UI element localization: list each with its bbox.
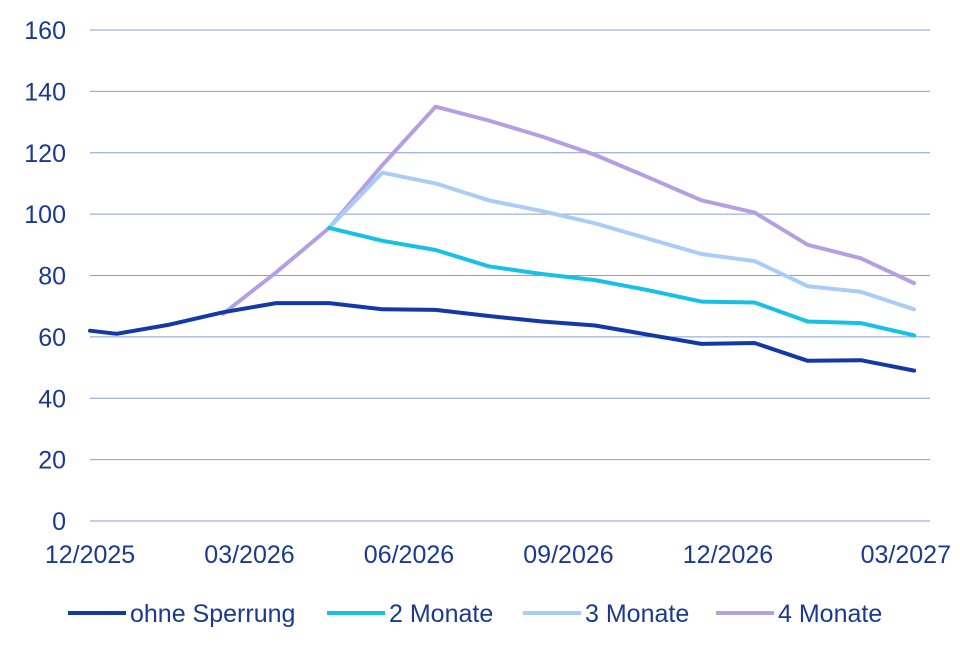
series-line-3-monate (327, 170, 917, 312)
series-line-2-monate (327, 225, 917, 338)
y-tick-label: 80 (38, 263, 66, 291)
series-lines (88, 104, 917, 373)
legend-label: 4 Monate (778, 600, 882, 628)
x-tick-label: 06/2026 (364, 541, 454, 569)
y-tick-label: 100 (24, 201, 66, 229)
y-tick-label: 20 (38, 447, 66, 475)
y-tick-label: 0 (52, 508, 66, 536)
y-tick-label: 120 (24, 140, 66, 168)
series-line-ohne-sperrung (88, 301, 917, 373)
x-tick-label: 12/2025 (45, 541, 135, 569)
x-tick-label: 03/2027 (861, 541, 951, 569)
x-axis-tick-labels: 12/2025 03/2026 06/2026 09/2026 12/2026 03/20… (45, 541, 951, 569)
x-tick-label: 12/2026 (683, 541, 773, 569)
y-tick-label: 60 (38, 324, 66, 352)
legend-label: ohne Sperrung (130, 600, 295, 628)
y-axis-tick-labels: 0 20 40 60 80 100 120 140 160 (24, 17, 66, 536)
grid-lines (90, 29, 930, 522)
legend-label: 2 Monate (389, 600, 493, 628)
x-tick-label: 03/2026 (204, 541, 294, 569)
legend: ohne Sperrung 2 Monate 3 Monate 4 Monate (68, 600, 882, 628)
x-tick-label: 09/2026 (523, 541, 613, 569)
y-tick-label: 140 (24, 78, 66, 106)
y-tick-label: 40 (38, 385, 66, 413)
y-tick-label: 160 (24, 17, 66, 45)
series-line-4-monate (220, 104, 917, 316)
legend-label: 3 Monate (585, 600, 689, 628)
